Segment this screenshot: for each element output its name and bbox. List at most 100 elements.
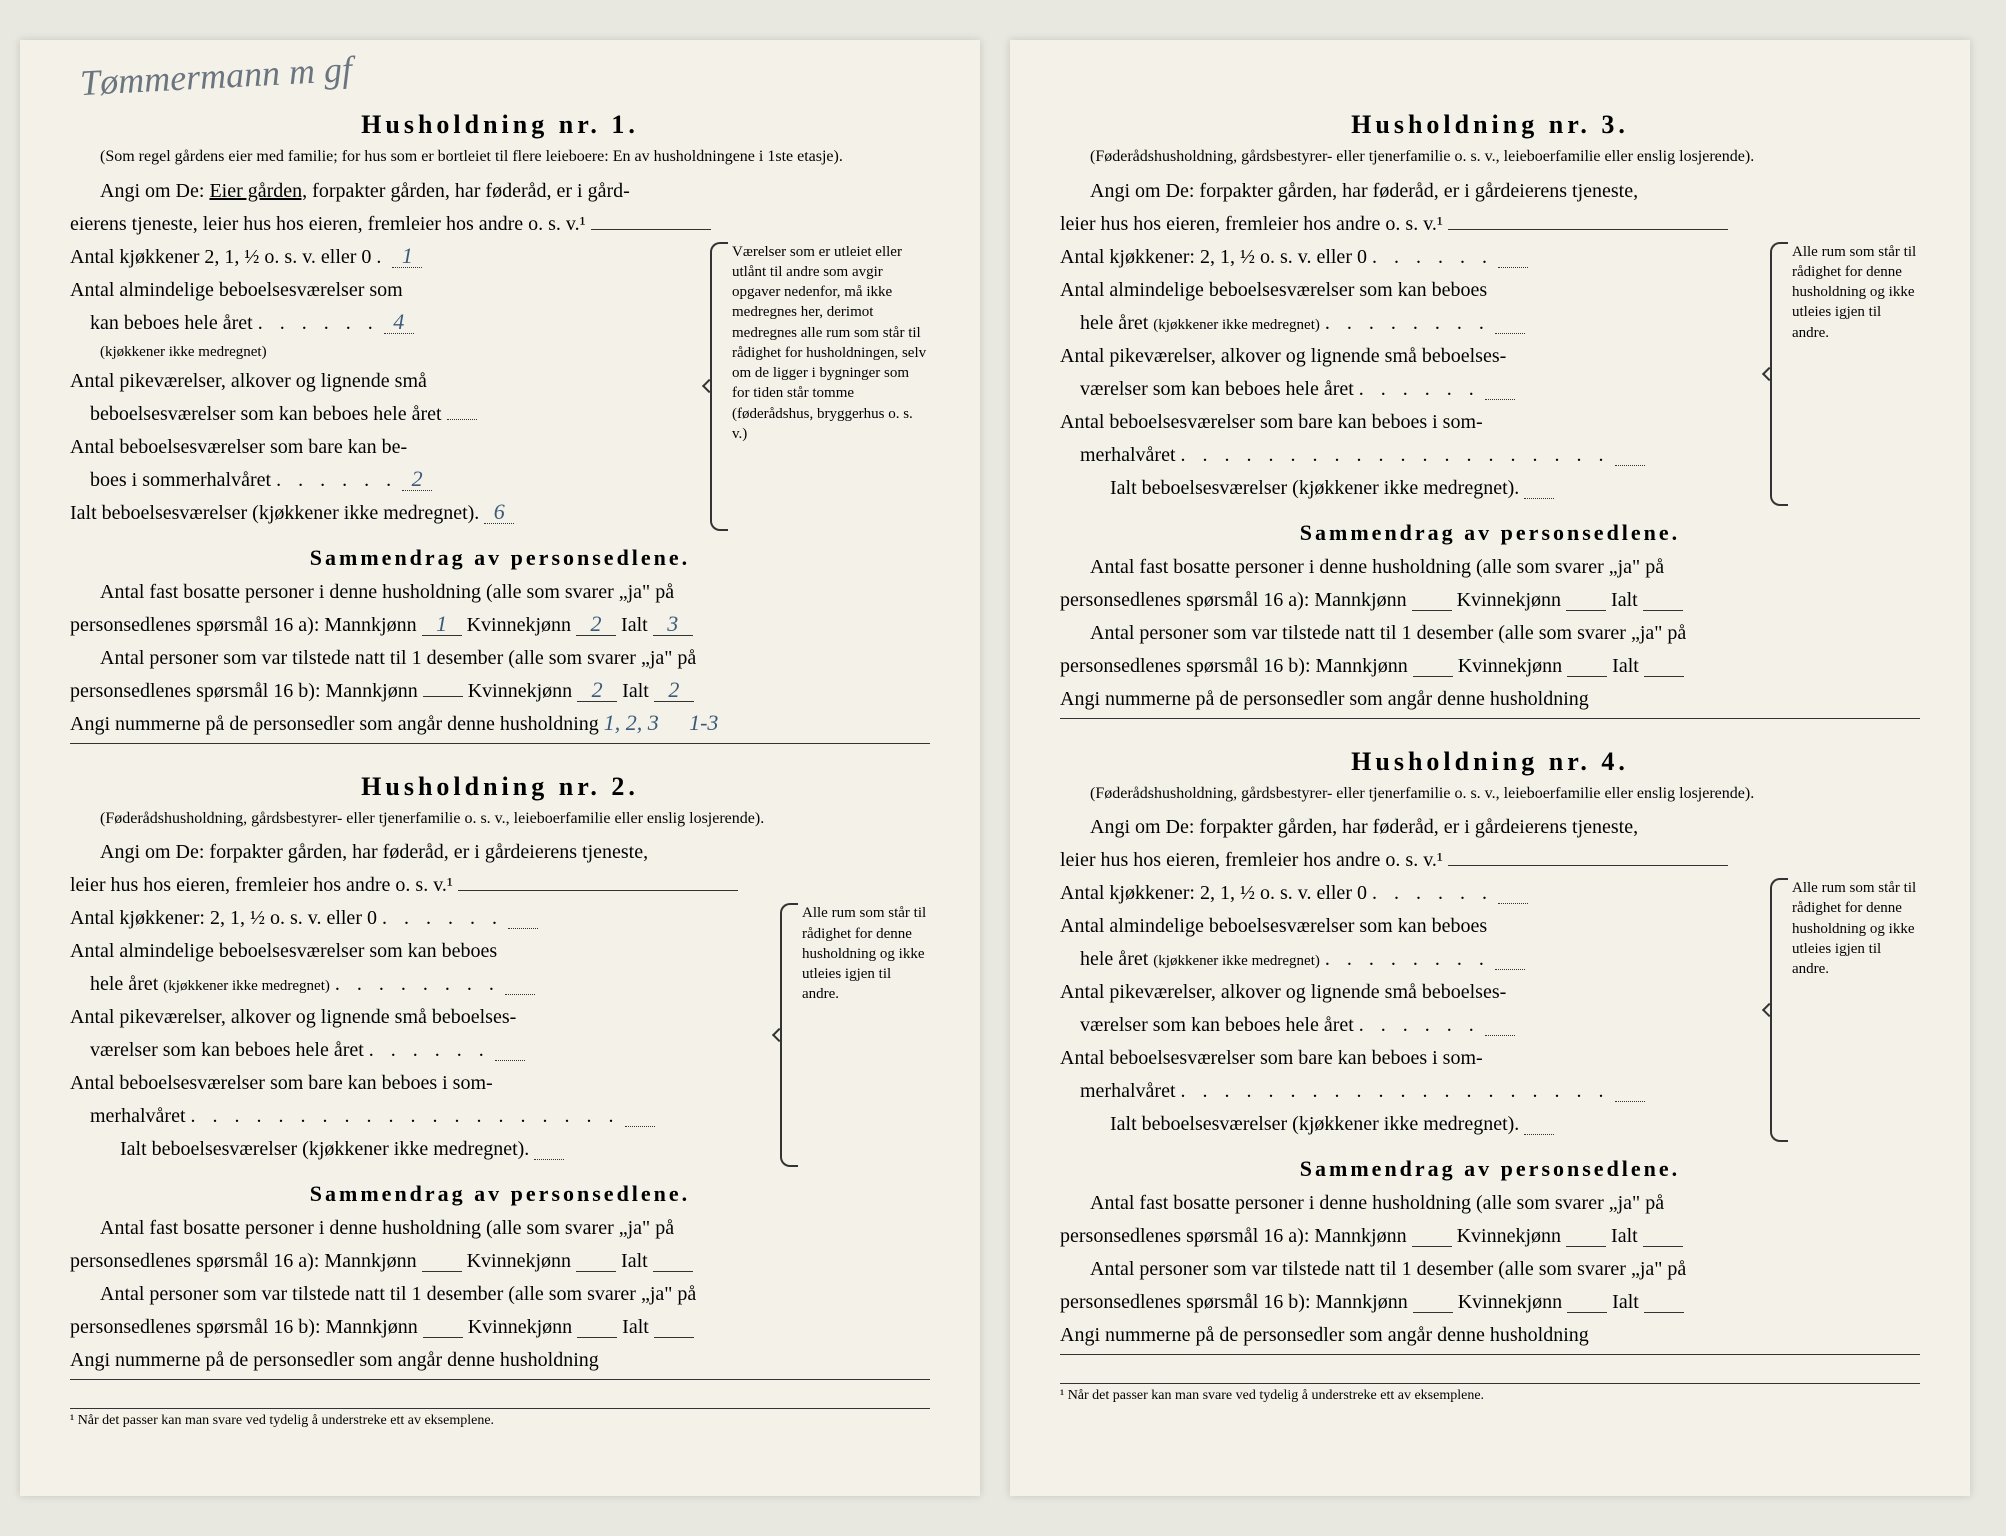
household-1: Husholdning nr. 1. (Som regel gårdens ei… — [70, 110, 930, 744]
mann-label: Mannkjønn — [1316, 655, 1408, 677]
blank — [1644, 654, 1684, 677]
mann-label: Mannkjønn — [1316, 1291, 1408, 1313]
h4-title: Husholdning nr. 4. — [1060, 747, 1920, 777]
v-sommer: 2 — [402, 468, 432, 491]
blank — [1412, 1224, 1452, 1247]
q-alm-note: (kjøkkener ikke medregnet) — [70, 341, 692, 364]
blank — [495, 1038, 525, 1061]
h1-16b: Antal personer som var tilstede natt til… — [70, 643, 930, 674]
h4-numre: Angi nummerne på de personsedler som ang… — [1060, 1320, 1920, 1355]
dots: . . . . . . — [1359, 1014, 1480, 1036]
q-pike-2: værelser som kan beboes hele året . . . … — [1060, 374, 1752, 405]
household-3: Husholdning nr. 3. (Føderådshusholdning,… — [1060, 110, 1920, 719]
text: Angi nummerne på de personsedler som ang… — [70, 1349, 599, 1371]
ialt-label: Ialt — [621, 614, 648, 636]
q-pike-2: beboelsesværelser som kan beboes hele år… — [70, 399, 692, 430]
blank — [577, 1315, 617, 1338]
v-kjokken: 1 — [392, 245, 422, 268]
ialt-label: Ialt — [622, 1316, 649, 1338]
right-note-text: Alle rum som står til rådighet for denne… — [802, 905, 926, 1002]
text: Antal kjøkkener: 2, 1, ½ o. s. v. eller … — [1060, 882, 1367, 904]
h3-numre: Angi nummerne på de personsedler som ang… — [1060, 684, 1920, 719]
q-sommer: Antal beboelsesværelser som bare kan beb… — [1060, 1043, 1752, 1074]
h3-right-note: Alle rum som står til rådighet for denne… — [1770, 242, 1920, 506]
blank — [1413, 1290, 1453, 1313]
blank — [1643, 588, 1683, 611]
q-alm: Antal almindelige beboelsesværelser som — [70, 275, 692, 306]
dots: . . . . . . — [369, 1039, 490, 1061]
blank — [1566, 1224, 1606, 1247]
h3-sum-title: Sammendrag av personsedlene. — [1060, 520, 1920, 546]
blank — [1567, 1290, 1607, 1313]
h4-16b-2: personsedlenes spørsmål 16 b): Mannkjønn… — [1060, 1287, 1920, 1318]
q-sommer-2: merhalvåret . . . . . . . . . . . . . . … — [1060, 1076, 1752, 1107]
h2-sum-title: Sammendrag av personsedlene. — [70, 1181, 930, 1207]
dots: . . . . . . . . — [335, 973, 500, 995]
q-pike: Antal pikeværelser, alkover og lignende … — [1060, 341, 1752, 372]
h3-angi: Angi om De: forpakter gården, har føderå… — [1060, 176, 1920, 207]
brace-icon — [1770, 878, 1788, 1142]
v-mann-b — [423, 696, 463, 697]
blank — [534, 1137, 564, 1160]
eier-underlined: Eier gården, — [209, 180, 307, 202]
q-kjokken: Antal kjøkkener: 2, 1, ½ o. s. v. eller … — [70, 903, 762, 934]
dots: . — [376, 246, 387, 268]
q-kjokken-text: Antal kjøkkener 2, 1, ½ o. s. v. eller 0 — [70, 246, 371, 268]
alm-note-text: (kjøkkener ikke medregnet) — [100, 344, 267, 360]
h1-subtitle: (Som regel gårdens eier med familie; for… — [70, 146, 930, 168]
blank — [1413, 654, 1453, 677]
h1-16a: Antal fast bosatte personer i denne hush… — [70, 577, 930, 608]
ialt-label: Ialt — [622, 680, 649, 702]
blank — [1448, 229, 1728, 230]
q-ialt: Ialt beboelsesværelser (kjøkkener ikke m… — [70, 1134, 762, 1165]
dots: . . . . . . . . — [1325, 948, 1490, 970]
right-note-text: Alle rum som står til rådighet for denne… — [1792, 244, 1916, 341]
text: Angi nummerne på de personsedler som ang… — [1060, 688, 1589, 710]
v-kvinne-a: 2 — [576, 613, 616, 636]
brace-icon — [710, 242, 728, 531]
q-sommer-2: boes i sommerhalvåret . . . . . . 2 — [70, 465, 692, 496]
h3-subtitle: (Føderådshusholdning, gårdsbestyrer- ell… — [1060, 146, 1920, 168]
v-mann-a: 1 — [422, 613, 462, 636]
kvinne-label: Kvinnekjønn — [1457, 589, 1561, 611]
ialt-label: Ialt — [1611, 589, 1638, 611]
dots: . . . . . . — [382, 907, 503, 929]
h2-title: Husholdning nr. 2. — [70, 772, 930, 802]
brace-icon — [780, 903, 798, 1167]
q-pike: Antal pikeværelser, alkover og lignende … — [70, 1002, 762, 1033]
v-numre: 1, 2, 3 — [604, 712, 659, 734]
q-kjokken: Antal kjøkkener: 2, 1, ½ o. s. v. eller … — [1060, 878, 1752, 909]
q-ialt-text: Ialt beboelsesværelser (kjøkkener ikke m… — [70, 502, 479, 524]
h2-questions: Antal kjøkkener: 2, 1, ½ o. s. v. eller … — [70, 903, 930, 1167]
right-note-text: Værelser som er utleiet eller utlånt til… — [732, 244, 926, 442]
dots: . . . . . . — [276, 469, 397, 491]
dots: . . . . . . . . . . . . . . . . . . . . — [1181, 1080, 1610, 1102]
blank — [458, 890, 738, 891]
dots: . . . . . . . . . . . . . . . . . . . . — [1181, 444, 1610, 466]
h1-angi-line2: eierens tjeneste, leier hus hos eieren, … — [70, 209, 930, 240]
h3-16a-2: personsedlenes spørsmål 16 a): Mannkjønn… — [1060, 585, 1920, 616]
h4-angi-2: leier hus hos eieren, fremleier hos andr… — [1060, 845, 1920, 876]
blank — [1485, 1013, 1515, 1036]
blank — [1524, 476, 1554, 499]
h1-16b-2: personsedlenes spørsmål 16 b): Mannkjønn… — [70, 676, 930, 707]
h2-right-note: Alle rum som står til rådighet for denne… — [780, 903, 930, 1167]
h1-right-note: Værelser som er utleiet eller utlånt til… — [710, 242, 930, 531]
kvinne-label: Kvinnekjønn — [1457, 1225, 1561, 1247]
blank-line — [591, 229, 711, 230]
h1-title: Husholdning nr. 1. — [70, 110, 930, 140]
mann-label: Mannkjønn — [326, 1316, 418, 1338]
q-kjokken: Antal kjøkkener 2, 1, ½ o. s. v. eller 0… — [70, 242, 692, 273]
h1-numre: Angi nummerne på de personsedler som ang… — [70, 709, 930, 744]
angi-numre-text: Angi nummerne på de personsedler som ang… — [70, 713, 599, 735]
v-pike — [447, 419, 477, 420]
h4-16a-2: personsedlenes spørsmål 16 a): Mannkjønn… — [1060, 1221, 1920, 1252]
right-note-text: Alle rum som står til rådighet for denne… — [1792, 880, 1916, 977]
kvinne-label: Kvinnekjønn — [468, 1316, 572, 1338]
left-page: Tømmermann m gf Husholdning nr. 1. (Som … — [20, 40, 980, 1496]
note: (kjøkkener ikke medregnet) — [1153, 317, 1320, 333]
q-alm-2: hele året (kjøkkener ikke medregnet) . .… — [1060, 308, 1752, 339]
blank — [653, 1249, 693, 1272]
v-ialt-b: 2 — [654, 679, 694, 702]
blank — [1448, 865, 1728, 866]
